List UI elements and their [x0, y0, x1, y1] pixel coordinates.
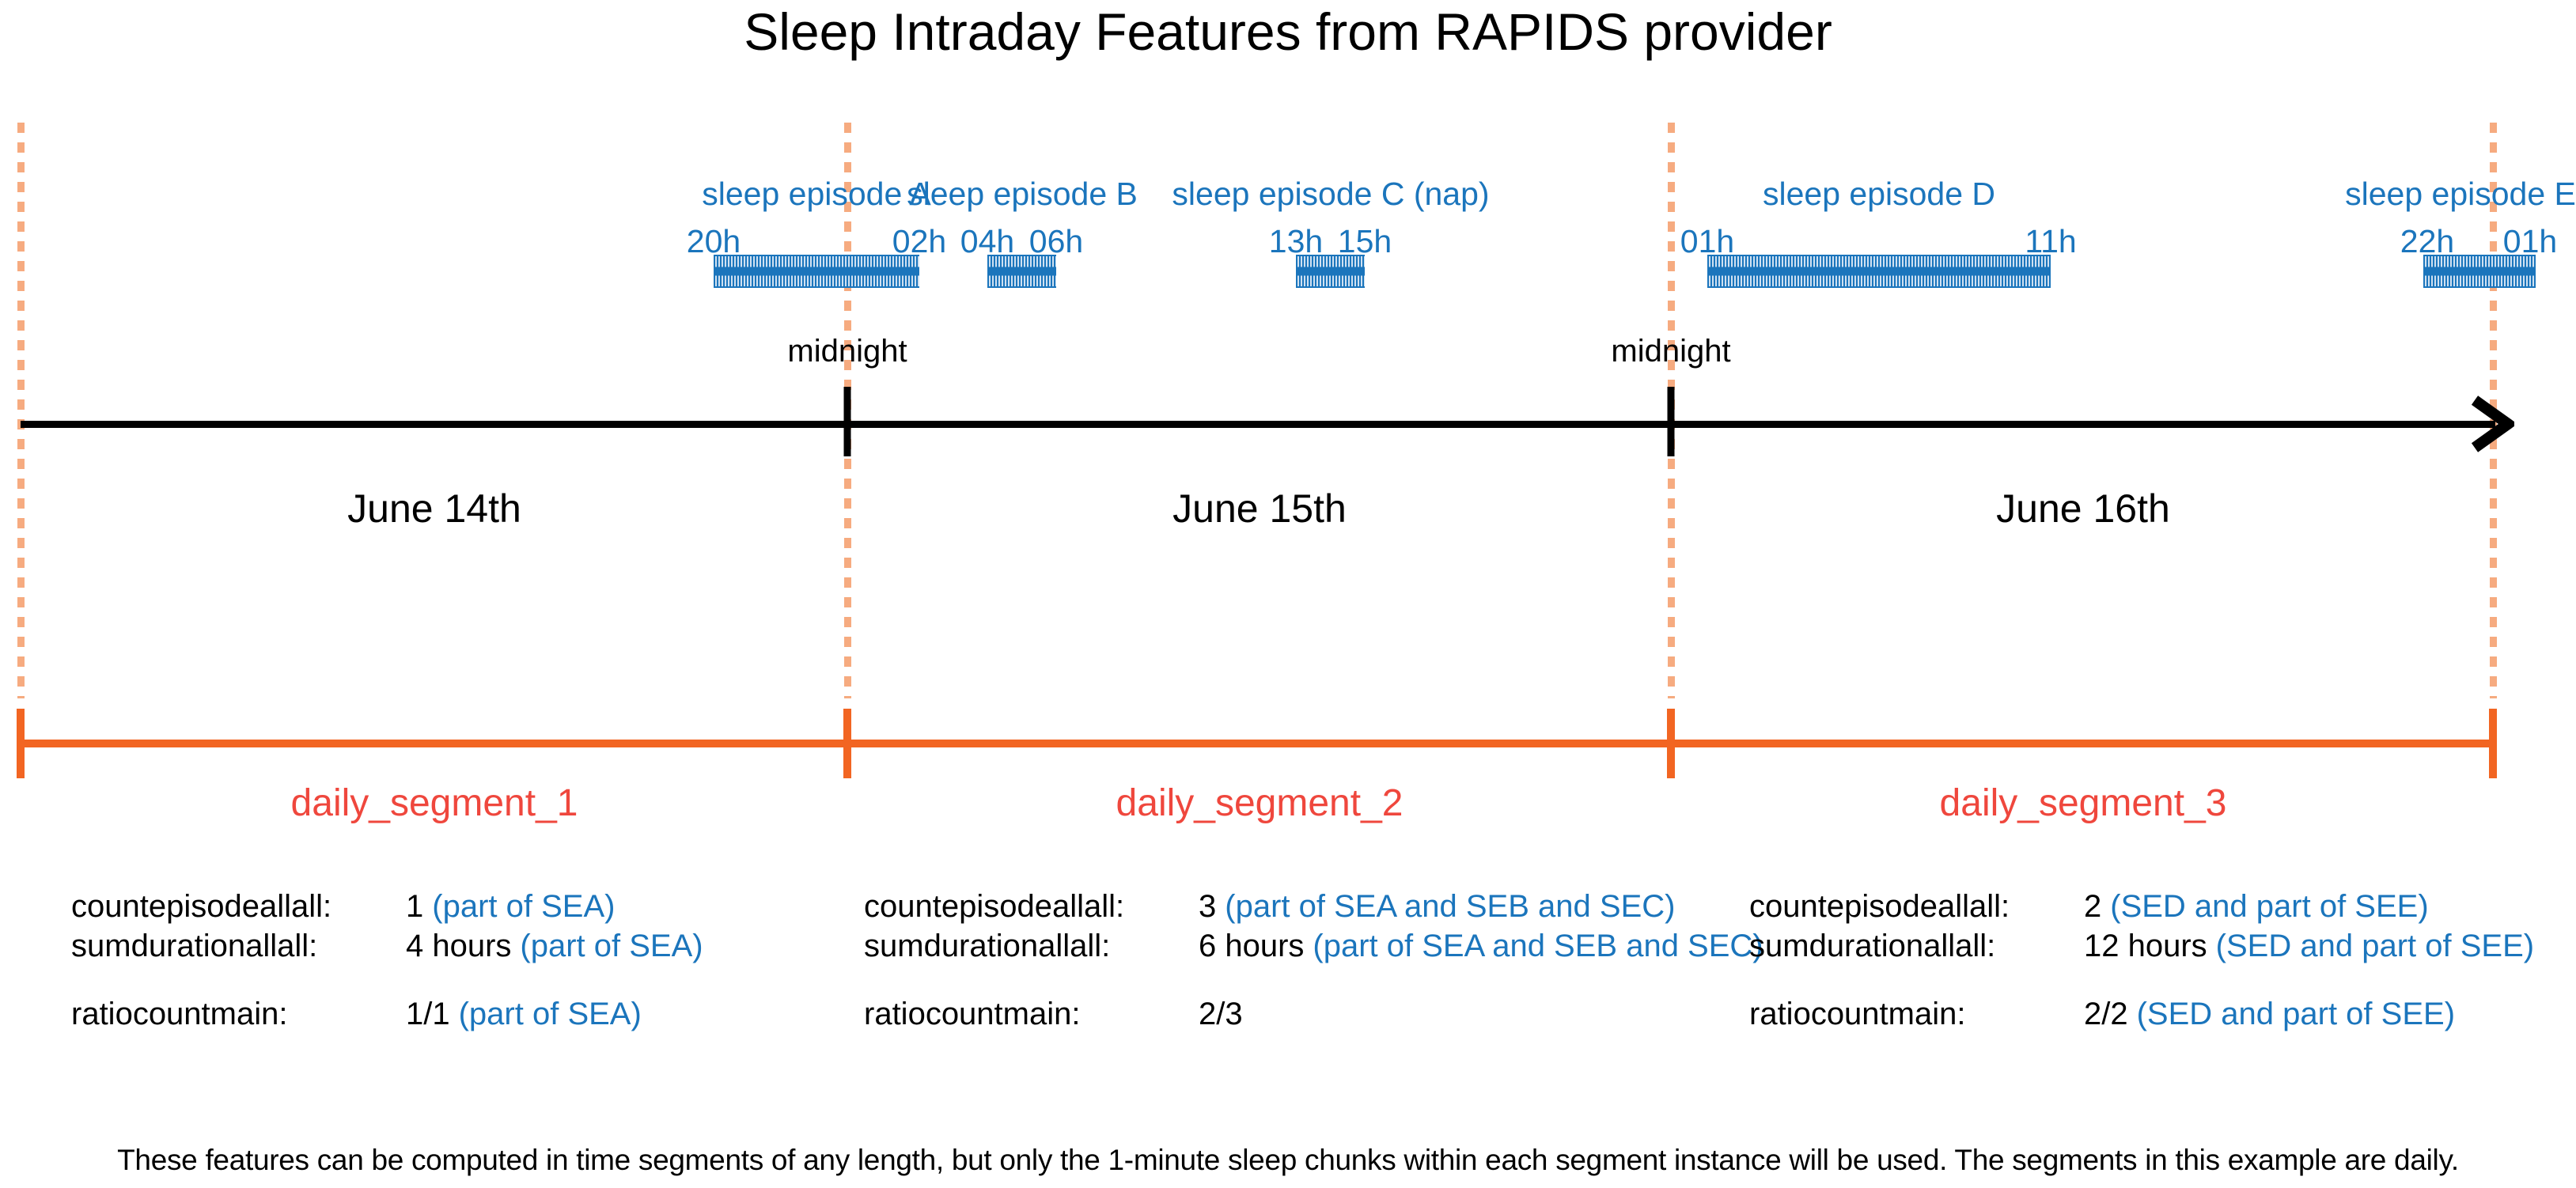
feature-value: 3 [1199, 889, 1217, 924]
episode-b-end-time: 06h [1029, 223, 1084, 259]
episode-d-start-time: 01h [1680, 223, 1735, 259]
segment-1-features: countepisodeallall: 1 (part of SEA) sumdur… [71, 889, 941, 1055]
feature-value: 2/3 [1199, 997, 1243, 1031]
episode-b-bar [987, 255, 1056, 288]
feature-row-ratiocount: ratiocountmain: 2/3 [864, 997, 1252, 1032]
feature-note: (part of SEA) [458, 997, 642, 1031]
date-label-june-15: June 15th [1172, 486, 1347, 531]
segment-bracket-line [21, 740, 2497, 747]
feature-label: countepisodeallall: [1749, 889, 2010, 924]
episode-d-end-time: 11h [2025, 223, 2077, 259]
episode-a-end-time: 02h [892, 223, 947, 259]
segment-boundary-tick-3 [1667, 709, 1675, 778]
feature-value: 1 [406, 889, 424, 924]
timeline-axis [21, 421, 2495, 428]
segment-boundary-tick-4 [2489, 709, 2497, 778]
feature-row-countepisode: countepisodeallall: 3 (part of SEA and SEB… [864, 889, 1675, 925]
episode-e-label: sleep episode E [2345, 176, 2576, 212]
feature-label: ratiocountmain: [864, 997, 1081, 1031]
feature-note: (SED and part of SEE) [2110, 889, 2429, 924]
feature-row-ratiocount: ratiocountmain: 1/1 (part of SEA) [71, 997, 642, 1032]
episode-a-start-time: 20h [686, 223, 741, 259]
episode-c-bar [1296, 255, 1365, 288]
feature-note: (SED and part of SEE) [2215, 929, 2535, 963]
midnight-tick-1 [843, 387, 851, 456]
feature-note: (part of SEA) [520, 929, 703, 963]
feature-label: sumdurationallall: [864, 929, 1111, 963]
feature-value: 6 hours [1199, 929, 1305, 963]
feature-label: countepisodeallall: [71, 889, 332, 924]
page-title: Sleep Intraday Features from RAPIDS prov… [744, 2, 1832, 61]
feature-note: (part of SEA) [432, 889, 616, 924]
midnight-tick-2 [1667, 387, 1675, 456]
feature-row-countepisode: countepisodeallall: 2 (SED and part of SEE… [1749, 889, 2429, 925]
segment-2-label: daily_segment_2 [1116, 782, 1404, 824]
segment-1-label: daily_segment_1 [290, 782, 578, 824]
feature-row-sumduration: sumdurationallall: 12 hours (SED and part … [1749, 929, 2534, 964]
feature-value: 2 [2084, 889, 2102, 924]
episode-a-bar [714, 255, 919, 288]
feature-value: 2/2 [2084, 997, 2128, 1031]
segment-2-features: countepisodeallall: 3 (part of SEA and SEB… [864, 889, 1763, 1055]
episode-b-start-time: 04h [960, 223, 1015, 259]
episode-c-end-time: 15h [1337, 223, 1392, 259]
segment-3-label: daily_segment_3 [1939, 782, 2227, 824]
feature-value: 12 hours [2084, 929, 2207, 963]
feature-row-ratiocount: ratiocountmain: 2/2 (SED and part of SEE) [1749, 997, 2455, 1032]
day-boundary-dashed-line-1 [17, 123, 25, 698]
episode-a-label: sleep episode A [702, 176, 931, 212]
feature-note: (SED and part of SEE) [2136, 997, 2456, 1031]
feature-label: sumdurationallall: [1749, 929, 1996, 963]
episode-e-start-time: 22h [2400, 223, 2455, 259]
feature-label: ratiocountmain: [71, 997, 288, 1031]
feature-label: countepisodeallall: [864, 889, 1125, 924]
footnote: These features can be computed in time s… [117, 1144, 2459, 1176]
feature-label: sumdurationallall: [71, 929, 318, 963]
feature-row-sumduration: sumdurationallall: 6 hours (part of SEA an… [864, 929, 1763, 964]
feature-note: (part of SEA and SEB and SEC) [1313, 929, 1763, 963]
episode-d-bar [1707, 255, 2051, 288]
feature-value: 1/1 [406, 997, 450, 1031]
episode-b-label: sleep episode B [907, 176, 1138, 212]
timeline-arrowhead-icon [2471, 395, 2514, 452]
episode-c-start-time: 13h [1268, 223, 1324, 259]
date-label-june-16: June 16th [1996, 486, 2170, 531]
segment-boundary-tick-1 [17, 709, 25, 778]
episode-c-label: sleep episode C (nap) [1172, 176, 1490, 212]
midnight-label-1: midnight [787, 334, 907, 369]
episode-e-end-time: 01h [2502, 223, 2558, 259]
segment-3-features: countepisodeallall: 2 (SED and part of SEE… [1749, 889, 2576, 1055]
midnight-label-2: midnight [1611, 334, 1731, 369]
feature-label: ratiocountmain: [1749, 997, 1966, 1031]
date-label-june-14: June 14th [347, 486, 521, 531]
segment-boundary-tick-2 [843, 709, 851, 778]
feature-row-sumduration: sumdurationallall: 4 hours (part of SEA) [71, 929, 703, 964]
feature-row-countepisode: countepisodeallall: 1 (part of SEA) [71, 889, 615, 925]
feature-note: (part of SEA and SEB and SEC) [1225, 889, 1676, 924]
feature-value: 4 hours [406, 929, 512, 963]
episode-e-bar [2423, 255, 2536, 288]
episode-d-label: sleep episode D [1762, 176, 1996, 212]
